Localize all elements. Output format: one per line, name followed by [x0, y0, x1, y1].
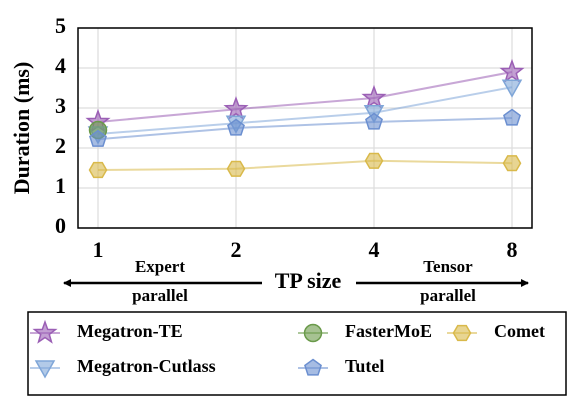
- legend-label: Megatron-TE: [77, 321, 183, 341]
- legend-label: Tutel: [345, 356, 384, 376]
- y-tick-label: 0: [55, 213, 66, 238]
- legend-label: Megatron-Cutlass: [77, 356, 216, 376]
- annotation: Expert: [135, 257, 185, 276]
- plot-frame: [77, 27, 533, 229]
- marker: [499, 58, 525, 83]
- marker: [223, 95, 249, 120]
- y-tick-label: 1: [55, 173, 66, 198]
- x-tick-label: 8: [507, 237, 518, 262]
- marker: [452, 324, 472, 342]
- legend-label: Comet: [494, 321, 545, 341]
- marker: [88, 161, 108, 179]
- marker: [503, 108, 521, 126]
- annotation: parallel: [420, 286, 476, 305]
- legend-label: FasterMoE: [345, 321, 432, 341]
- legend: [27, 311, 567, 396]
- y-tick-label: 3: [55, 93, 66, 118]
- marker: [501, 79, 523, 98]
- y-tick-label: 5: [55, 13, 66, 38]
- marker: [361, 84, 387, 109]
- series-line: [97, 117, 513, 141]
- marker: [364, 152, 384, 169]
- series-line: [97, 86, 513, 135]
- marker: [502, 155, 522, 172]
- x-tick-label: 4: [369, 237, 380, 262]
- y-axis-label: Duration (ms): [9, 62, 34, 195]
- x-tick-label: 2: [231, 237, 242, 262]
- marker: [89, 129, 107, 147]
- series-line: [97, 71, 513, 123]
- series-line: [97, 159, 513, 171]
- marker: [34, 360, 56, 379]
- annotation: parallel: [132, 286, 188, 305]
- annotation: Tensor: [423, 257, 473, 276]
- marker: [226, 160, 246, 177]
- marker: [304, 358, 322, 376]
- x-tick-label: 1: [93, 237, 104, 262]
- y-tick-label: 2: [55, 133, 66, 158]
- marker: [227, 118, 245, 136]
- y-tick-label: 4: [55, 53, 66, 78]
- x-axis-label: TP size: [275, 268, 342, 293]
- marker: [32, 319, 58, 344]
- marker: [303, 323, 323, 343]
- marker: [365, 112, 383, 130]
